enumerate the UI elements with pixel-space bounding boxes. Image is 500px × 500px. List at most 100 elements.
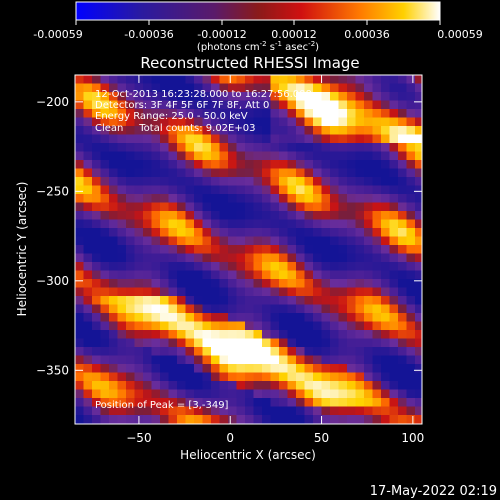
heatmap-cell xyxy=(134,185,144,195)
heatmap-cell xyxy=(92,160,102,170)
heatmap-cell xyxy=(151,75,161,85)
heatmap-cell xyxy=(202,253,212,263)
heatmap-cell xyxy=(100,83,110,93)
heatmap-cell xyxy=(117,347,127,357)
heatmap-cell xyxy=(330,134,340,144)
heatmap-cell xyxy=(338,228,348,238)
heatmap-cell xyxy=(134,151,144,161)
heatmap-cell xyxy=(117,253,127,263)
heatmap-cell xyxy=(185,143,195,153)
heatmap-cell xyxy=(287,202,297,212)
heatmap-cell xyxy=(389,389,399,399)
heatmap-cell xyxy=(117,423,127,424)
heatmap-cell xyxy=(92,355,102,365)
heatmap-cell xyxy=(134,304,144,314)
heatmap-cell xyxy=(296,338,306,348)
heatmap-cell xyxy=(398,219,408,229)
heatmap-cell xyxy=(296,202,306,212)
heatmap-cell xyxy=(194,211,204,221)
heatmap-cell xyxy=(75,330,85,340)
heatmap-cell xyxy=(211,194,221,204)
heatmap-cell xyxy=(245,415,255,424)
heatmap-cell xyxy=(381,83,391,93)
heatmap-cell xyxy=(338,168,348,178)
heatmap-cell xyxy=(109,381,119,391)
heatmap-cell xyxy=(236,185,246,195)
heatmap-cell xyxy=(185,296,195,306)
heatmap-cell xyxy=(143,83,153,93)
heatmap-cell xyxy=(262,381,272,391)
heatmap-cell xyxy=(415,262,422,272)
heatmap-cell xyxy=(321,92,331,102)
heatmap-cell xyxy=(296,245,306,255)
heatmap-cell xyxy=(75,270,85,280)
heatmap-cell xyxy=(228,313,238,323)
heatmap-cell xyxy=(202,347,212,357)
heatmap-cell xyxy=(304,355,314,365)
heatmap-cell xyxy=(355,92,365,102)
heatmap-cell xyxy=(92,347,102,357)
heatmap-cell xyxy=(117,304,127,314)
heatmap-cell xyxy=(185,347,195,357)
heatmap-cell xyxy=(321,160,331,170)
heatmap-cell xyxy=(287,109,297,119)
heatmap-cell xyxy=(245,143,255,153)
heatmap-cell xyxy=(143,185,153,195)
heatmap-cell xyxy=(177,168,187,178)
heatmap-cell xyxy=(211,398,221,408)
heatmap-cell xyxy=(347,83,357,93)
heatmap-cell xyxy=(228,355,238,365)
heatmap-cell xyxy=(330,347,340,357)
heatmap-cell xyxy=(109,177,119,187)
heatmap-cell xyxy=(304,75,314,85)
heatmap-cell xyxy=(75,202,85,212)
heatmap-cell xyxy=(321,270,331,280)
heatmap-cell xyxy=(347,262,357,272)
heatmap-cell xyxy=(355,406,365,416)
heatmap-cell xyxy=(202,117,212,127)
heatmap-cell xyxy=(287,313,297,323)
heatmap-cell xyxy=(219,236,229,246)
heatmap-cell xyxy=(270,364,280,374)
heatmap-cell xyxy=(406,126,416,136)
heatmap-cell xyxy=(202,262,212,272)
heatmap-cell xyxy=(347,168,357,178)
heatmap-cell xyxy=(372,245,382,255)
heatmap-cell xyxy=(406,364,416,374)
heatmap-cell xyxy=(143,372,153,382)
heatmap-cell xyxy=(75,185,85,195)
heatmap-cell xyxy=(381,330,391,340)
heatmap-cell xyxy=(270,270,280,280)
heatmap-cell xyxy=(151,355,161,365)
heatmap-cell xyxy=(296,126,306,136)
heatmap-cell xyxy=(228,279,238,289)
heatmap-cell xyxy=(355,415,365,424)
heatmap-cell xyxy=(202,245,212,255)
heatmap-cell xyxy=(398,330,408,340)
heatmap-cell xyxy=(389,347,399,357)
heatmap-cell xyxy=(262,117,272,127)
heatmap-cell xyxy=(236,347,246,357)
heatmap-cell xyxy=(253,109,263,119)
heatmap-cell xyxy=(109,228,119,238)
heatmap-cell xyxy=(338,177,348,187)
heatmap-cell xyxy=(253,381,263,391)
heatmap-cell xyxy=(83,134,93,144)
heatmap-cell xyxy=(372,126,382,136)
heatmap-cell xyxy=(185,168,195,178)
heatmap-cell xyxy=(160,398,170,408)
heatmap-cell xyxy=(287,253,297,263)
heatmap-cell xyxy=(83,92,93,102)
heatmap-cell xyxy=(262,423,272,424)
heatmap-cell xyxy=(219,330,229,340)
heatmap-cell xyxy=(355,279,365,289)
heatmap-cell xyxy=(236,398,246,408)
heatmap-cell xyxy=(330,364,340,374)
heatmap-cell xyxy=(355,381,365,391)
heatmap-cell xyxy=(304,330,314,340)
heatmap-cell xyxy=(253,330,263,340)
heatmap-cell xyxy=(236,423,246,424)
heatmap-cell xyxy=(389,228,399,238)
heatmap-cell xyxy=(245,185,255,195)
heatmap-cell xyxy=(330,109,340,119)
